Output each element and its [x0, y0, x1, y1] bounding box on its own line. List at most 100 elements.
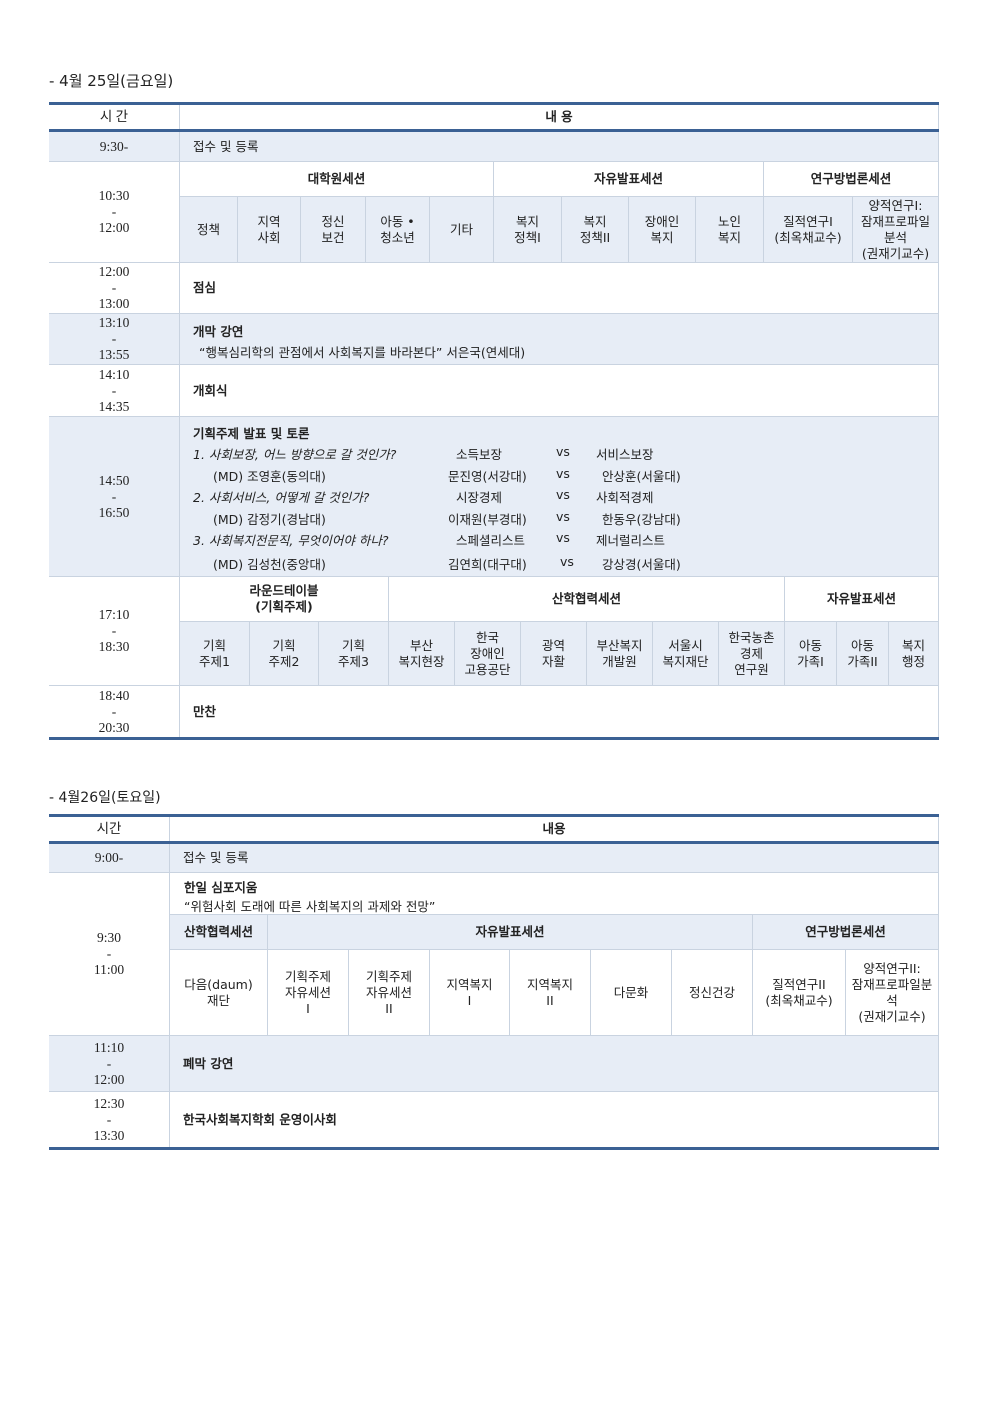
- vs-label: vs: [556, 509, 570, 524]
- session-cell: 기획주제 자유세션 II: [349, 950, 430, 1036]
- vs-label: vs: [556, 530, 570, 545]
- session-cell: 아동 가족II: [837, 622, 889, 686]
- header-content: 내용: [170, 817, 939, 842]
- row-content: 접수 및 등록: [180, 132, 939, 162]
- day-heading: - 4월 25일(금요일): [49, 72, 174, 90]
- session-header: 자유발표세션: [268, 915, 753, 950]
- session-header: 산학협력세션: [389, 577, 785, 622]
- moderator: (MD) 김성천(중앙대): [213, 557, 326, 572]
- row-content: 한국사회복지학회 운영이사회: [170, 1092, 939, 1148]
- topic-side-b: 사회적경제: [596, 490, 654, 505]
- session-cell: 기획 주제1: [180, 622, 250, 686]
- session-cell: 복지 행정: [889, 622, 939, 686]
- table-bottom-rule: [49, 737, 939, 740]
- row-time: 9:30-: [49, 132, 180, 162]
- session-cell: 노인 복지: [696, 197, 764, 263]
- presenter-b: 한동우(강남대): [602, 512, 681, 527]
- table-bottom-rule: [49, 1147, 939, 1150]
- session-header: 연구방법론세션: [753, 915, 939, 950]
- session-cell: 양적연구II: 잠재프로파일분 석 (권재기교수): [846, 950, 939, 1036]
- row-time: 10:30 - 12:00: [49, 162, 180, 263]
- session-cell: 서울시 복지재단: [653, 622, 719, 686]
- presenter-a: 이재원(부경대): [448, 512, 527, 527]
- session-cell: 기획 주제2: [250, 622, 319, 686]
- row-time: 12:30 - 13:30: [49, 1092, 170, 1148]
- symposium-subtitle: “위험사회 도래에 따른 사회복지의 과제와 전망”: [184, 899, 436, 914]
- row-time: 9:00-: [49, 844, 170, 873]
- topic-side-b: 제너럴리스트: [596, 533, 666, 548]
- table-top-rule: [49, 102, 939, 105]
- session-cell: 부산 복지현장: [389, 622, 455, 686]
- session-cell: 정신건강: [672, 950, 753, 1036]
- session-cell: 복지 정책II: [562, 197, 629, 263]
- session-cell: 한국농촌 경제 연구원: [719, 622, 785, 686]
- row-content: 폐막 강연: [170, 1036, 939, 1092]
- row-time: 9:30 - 11:00: [49, 873, 170, 1036]
- session-cell: 기획주제 자유세션 I: [268, 950, 349, 1036]
- session-cell: 지역 사회: [238, 197, 301, 263]
- topic-side-b: 서비스보장: [596, 447, 654, 462]
- session-cell: 기획 주제3: [319, 622, 389, 686]
- session-header: 산학협력세션: [170, 915, 268, 950]
- topic-question: 3. 사회복지전문직, 무엇이어야 하나?: [193, 533, 389, 548]
- session-header: 자유발표세션: [785, 577, 939, 622]
- lecture-title: 개막 강연: [193, 324, 244, 339]
- vs-label: vs: [556, 487, 570, 502]
- session-cell: 기타: [430, 197, 494, 263]
- header-time: 시 간: [49, 105, 180, 130]
- session-header: 대학원세션: [180, 162, 494, 197]
- topic-question: 1. 사회보장, 어느 방향으로 갈 것인가?: [193, 447, 397, 462]
- session-cell: 질적연구I (최옥채교수): [764, 197, 853, 263]
- session-cell: 정책: [180, 197, 238, 263]
- header-time: 시간: [49, 817, 170, 842]
- session-header: 라운드테이블 (기획주제): [180, 577, 389, 622]
- topic-side-a: 스페셜리스트: [456, 533, 526, 548]
- session-cell: 지역복지 I: [430, 950, 510, 1036]
- session-cell: 부산복지 개발원: [587, 622, 653, 686]
- session-cell: 복지 정책I: [494, 197, 562, 263]
- presenter-b: 강상경(서울대): [602, 557, 681, 572]
- row-content: [180, 314, 939, 365]
- row-content: 만찬: [180, 686, 939, 738]
- vs-label: vs: [556, 466, 570, 481]
- session-cell: 한국 장애인 고용공단: [455, 622, 521, 686]
- row-time: 17:10 - 18:30: [49, 577, 180, 686]
- topic-question: 2. 사회서비스, 어떻게 갈 것인가?: [193, 490, 370, 505]
- presenter-b: 안상훈(서울대): [602, 469, 681, 484]
- session-cell: 질적연구II (최옥채교수): [753, 950, 846, 1036]
- moderator: (MD) 조영훈(동의대): [213, 469, 326, 484]
- row-time: 13:10 - 13:55: [49, 314, 180, 365]
- header-content: 내 용: [180, 105, 939, 130]
- vs-label: vs: [560, 554, 574, 569]
- row-content: [180, 417, 939, 577]
- row-time: 14:50 - 16:50: [49, 417, 180, 577]
- presenter-a: 문진영(서강대): [448, 469, 527, 484]
- day-heading: - 4월26일(토요일): [49, 790, 161, 806]
- session-cell: 지역복지 II: [510, 950, 591, 1036]
- session-cell: 다문화: [591, 950, 672, 1036]
- table-rule: [49, 129, 939, 132]
- lecture-subtitle: “행복심리학의 관점에서 사회복지를 바라본다” 서은국(연세대): [199, 345, 526, 360]
- topic-side-a: 시장경제: [456, 490, 503, 505]
- table-top-rule: [49, 814, 939, 817]
- table-rule: [49, 841, 939, 844]
- row-time: 11:10 - 12:00: [49, 1036, 170, 1092]
- symposium-title: 한일 심포지움: [184, 880, 258, 895]
- row-time: 14:10 - 14:35: [49, 365, 180, 417]
- vs-label: vs: [556, 444, 570, 459]
- session-cell: 아동 • 청소년: [366, 197, 430, 263]
- discussion-title: 기획주제 발표 및 토론: [193, 426, 310, 441]
- session-cell: 정신 보건: [301, 197, 366, 263]
- session-cell: 광역 자활: [521, 622, 587, 686]
- moderator: (MD) 감정기(경남대): [213, 512, 326, 527]
- session-cell: 장애인 복지: [629, 197, 696, 263]
- row-content: 점심: [180, 263, 939, 314]
- row-content: 개회식: [180, 365, 939, 417]
- session-header: 자유발표세션: [494, 162, 764, 197]
- row-content: 접수 및 등록: [170, 844, 939, 873]
- session-header: 연구방법론세션: [764, 162, 939, 197]
- presenter-a: 김연희(대구대): [448, 557, 527, 572]
- session-cell: 다음(daum) 재단: [170, 950, 268, 1036]
- row-time: 18:40 - 20:30: [49, 686, 180, 738]
